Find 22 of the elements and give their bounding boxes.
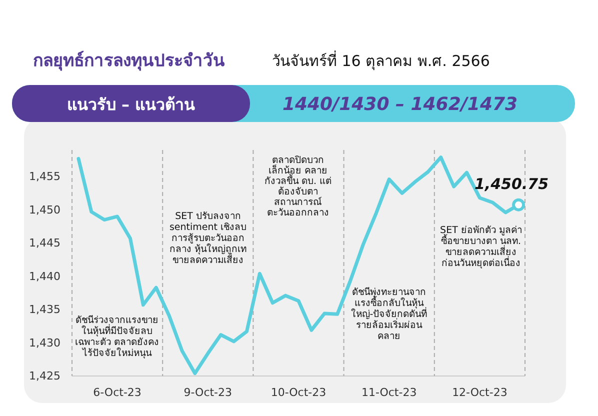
x-tick-label: 6-Oct-23: [93, 386, 142, 399]
y-tick-label: 1,425: [29, 370, 60, 382]
x-tick-label: 11-Oct-23: [361, 386, 417, 399]
text: แนวรับ – แนวต้าน: [66, 95, 196, 114]
text: 1440/1430 – 1462/1473: [282, 94, 518, 115]
x-tick-label: 12-Oct-23: [452, 386, 508, 399]
y-tick-label: 1,430: [29, 336, 60, 350]
x-tick-label: 10-Oct-23: [270, 386, 326, 399]
annotation: ดัชนีพุ่งทะยานจาก แรงซื้อกลับในหุ้น ใหญ่-ปัจจัยกดดันที่ รายล้อมเริ่มผ่อน คลาย: [350, 286, 428, 342]
chart-subtitle: วันจันทร์ที่ 16 ตุลาคม พ.ศ. 2566: [272, 50, 490, 71]
y-tick-label: 1,455: [29, 170, 60, 184]
annotation: SET ปรับลงจาก sentiment เชิงลบ การสู้รบตะวันออก กลาง หุ้นใหญ่ถูกเท ขายลดความเสี่ยง: [169, 211, 247, 266]
y-tick-label: 1,440: [29, 270, 60, 283]
annotation: ตลาดปิดบวก เล็กน้อย คลาย กังวลขึ้น ดบ. แต่ ต้องจับตา สถานการณ์ ตะวันออกกลาง: [264, 155, 332, 218]
y-tick-label: 1,435: [29, 303, 60, 316]
y-tick-label: 1,445: [29, 236, 60, 250]
x-tick-label: 9-Oct-23: [184, 386, 232, 399]
annotation: 1,450.75: [474, 174, 549, 193]
y-tick-label: 1,450: [29, 203, 60, 216]
chart-title: กลยุทธ์การลงทุนประจำวัน: [33, 50, 225, 71]
annotation: ดัชนีร่วงจากแรงขาย ในหุ้นที่มีปัจจัยลบ เฉพาะตัว ตลาดยังคง ไร้ปัจจัยใหม่หนุน: [74, 314, 160, 359]
annotation: SET ย่อพักตัว มูลค่า ซื้อขายบางตา นลท. ขายลดความเสี่ยง ก่อนวันหยุดต่อเนื่อง: [440, 225, 522, 269]
